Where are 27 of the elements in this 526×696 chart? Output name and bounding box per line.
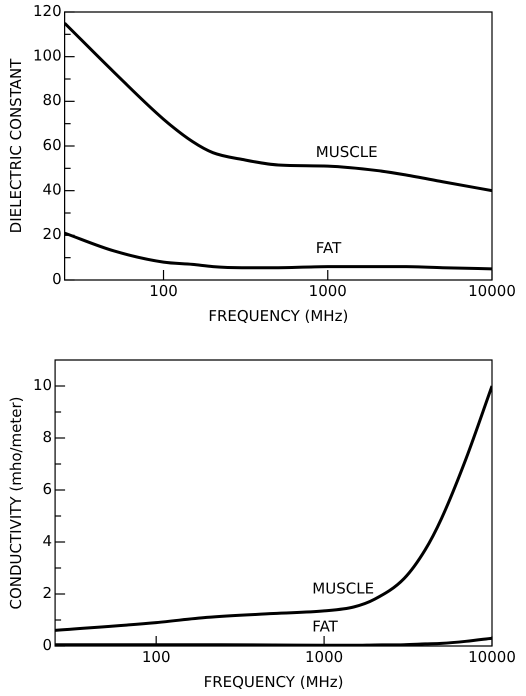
series-label: FAT [316,238,342,257]
x-axis-title: FREQUENCY (MHz) [208,306,348,325]
y-tick-label: 8 [42,428,52,446]
y-tick-label: 60 [42,136,62,154]
x-tick-label: 10000 [468,648,516,666]
y-tick-label: 4 [42,532,52,550]
y-tick-label: 80 [42,91,62,110]
y-tick-label: 120 [32,2,62,20]
y-tick-label: 20 [42,225,62,244]
y-axis-title: DIELECTRIC CONSTANT [6,58,25,234]
x-tick-label: 100 [142,648,170,666]
y-tick-label: 0 [42,636,52,654]
y-tick-label: 2 [42,584,52,602]
series-label: FAT [312,618,339,636]
series-label: MUSCLE [316,142,378,161]
y-tick-label: 6 [42,480,52,498]
x-tick-label: 100 [149,282,178,300]
x-tick-label: 1000 [308,282,347,300]
x-axis-title: FREQUENCY (MHz) [204,672,344,691]
y-tick-label: 0 [52,270,62,288]
y-axis-title: CONDUCTIVITY (mho/meter) [6,396,25,610]
y-tick-label: 10 [32,376,52,394]
y-tick-label: 100 [32,46,62,65]
x-tick-label: 10000 [468,282,516,300]
series-label: MUSCLE [312,579,374,598]
x-tick-label: 1000 [304,648,344,666]
y-tick-label: 40 [42,180,62,199]
